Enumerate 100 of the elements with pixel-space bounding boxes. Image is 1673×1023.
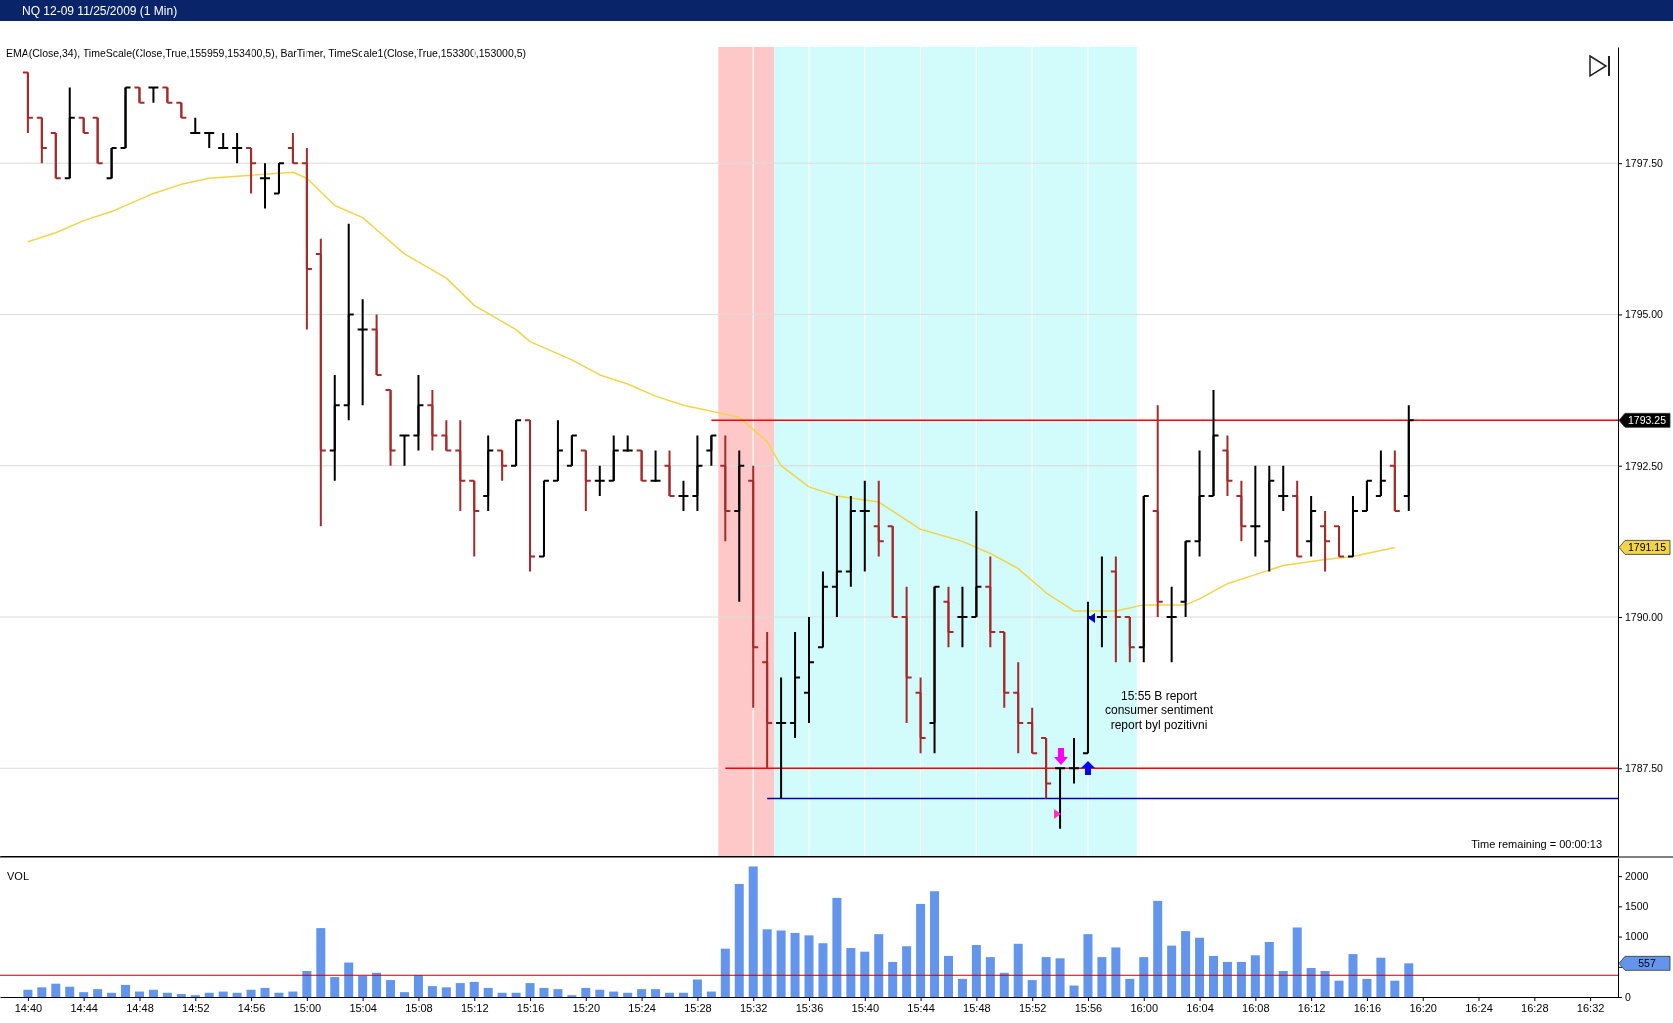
bar xyxy=(525,983,535,997)
bar xyxy=(1167,945,1177,997)
bar xyxy=(902,946,912,997)
x-tick-label: 15:32 xyxy=(739,1001,768,1014)
bar xyxy=(65,986,75,997)
bar xyxy=(1195,937,1205,997)
bar xyxy=(1222,961,1232,997)
bar xyxy=(971,945,981,997)
bar xyxy=(860,951,870,997)
bar xyxy=(748,866,758,997)
bar xyxy=(497,992,507,997)
bar xyxy=(246,989,256,997)
y-tick-label: 1792.50 xyxy=(1625,459,1664,472)
bar xyxy=(79,992,89,997)
x-tick-label: 15:00 xyxy=(293,1001,322,1014)
y-tick-label: 1797.50 xyxy=(1625,157,1664,170)
label-tag: 557 xyxy=(1618,955,1671,971)
bar xyxy=(1083,934,1093,997)
x-tick-label: 15:12 xyxy=(460,1001,489,1014)
x-tick-label: 15:04 xyxy=(349,1001,377,1014)
y-tick-label: 1500 xyxy=(1625,900,1649,913)
y-tick-label: 1795.00 xyxy=(1625,308,1664,321)
bar xyxy=(1306,967,1316,997)
bar xyxy=(1362,978,1372,997)
bar xyxy=(316,928,326,997)
bar xyxy=(665,992,675,997)
bar xyxy=(790,932,800,997)
bar xyxy=(1236,961,1246,997)
bar xyxy=(706,991,716,997)
bar xyxy=(204,992,214,997)
bar xyxy=(734,883,744,997)
bar xyxy=(274,992,284,997)
x-tick-label: 16:24 xyxy=(1465,1001,1493,1014)
x-tick-label: 15:28 xyxy=(684,1001,712,1014)
bar xyxy=(623,992,633,997)
bar xyxy=(469,981,479,997)
bar xyxy=(1111,947,1121,997)
bar xyxy=(720,948,730,997)
chart-title: NQ 12-09 11/25/2009 (1 Min) xyxy=(22,4,178,18)
bar xyxy=(1264,942,1274,997)
bar xyxy=(1139,957,1149,997)
bar xyxy=(832,897,842,997)
bar xyxy=(288,991,298,997)
bar xyxy=(483,987,493,997)
bar xyxy=(999,972,1009,997)
bar xyxy=(37,987,47,997)
annotation: 15:55 B report consumer sentiment report byl pozitivni xyxy=(1104,688,1214,732)
bar xyxy=(455,983,465,997)
x-tick-label: 16:12 xyxy=(1297,1001,1326,1014)
bar xyxy=(804,935,814,997)
bar xyxy=(358,975,368,997)
bar xyxy=(595,989,605,997)
x-tick-label: 16:20 xyxy=(1409,1001,1437,1014)
bar xyxy=(413,975,423,997)
x-tick-label: 15:56 xyxy=(1074,1001,1103,1014)
text: VOL xyxy=(7,870,30,882)
x-tick-label: 16:16 xyxy=(1353,1001,1382,1014)
bar xyxy=(930,891,940,997)
x-tick-label: 14:40 xyxy=(14,1001,43,1014)
bar xyxy=(260,987,270,997)
bar xyxy=(818,943,828,997)
bar xyxy=(93,989,103,997)
label-tag: 1793.25 xyxy=(1618,412,1671,428)
bar xyxy=(553,989,563,997)
bar xyxy=(302,971,312,997)
bar xyxy=(1097,957,1107,997)
bar xyxy=(692,979,702,997)
bar xyxy=(539,987,549,997)
x-tick-label: 15:52 xyxy=(1018,1001,1047,1014)
bar xyxy=(400,992,409,997)
bar xyxy=(218,991,228,997)
line-series xyxy=(27,171,1396,612)
annotation: Time remaining = 00:00:13 xyxy=(1471,838,1602,850)
bar xyxy=(651,989,661,997)
bar xyxy=(51,983,61,997)
x-tick-label: 15:08 xyxy=(405,1001,433,1014)
bar xyxy=(1404,963,1414,997)
bar xyxy=(1069,985,1079,997)
x-tick-label: 15:36 xyxy=(795,1001,824,1014)
bar xyxy=(874,934,884,997)
bar xyxy=(916,903,926,997)
bar xyxy=(1153,900,1163,997)
x-tick-label: 16:28 xyxy=(1521,1001,1549,1014)
x-tick-label: 16:32 xyxy=(1576,1001,1605,1014)
bar xyxy=(372,972,382,997)
bar xyxy=(176,993,186,997)
bar xyxy=(1348,954,1358,997)
bar xyxy=(846,948,856,997)
y-tick-label: 1787.50 xyxy=(1625,762,1664,775)
bar xyxy=(1278,971,1288,997)
bar xyxy=(1013,943,1023,997)
x-tick-label: 15:40 xyxy=(851,1001,880,1014)
bar xyxy=(427,986,437,997)
x-tick-label: 14:44 xyxy=(70,1001,98,1014)
bar xyxy=(581,987,591,997)
x-tick-label: 14:48 xyxy=(126,1001,154,1014)
bar xyxy=(678,992,688,997)
bar xyxy=(386,980,396,997)
x-tick-label: 14:56 xyxy=(237,1001,266,1014)
bar xyxy=(162,992,172,997)
